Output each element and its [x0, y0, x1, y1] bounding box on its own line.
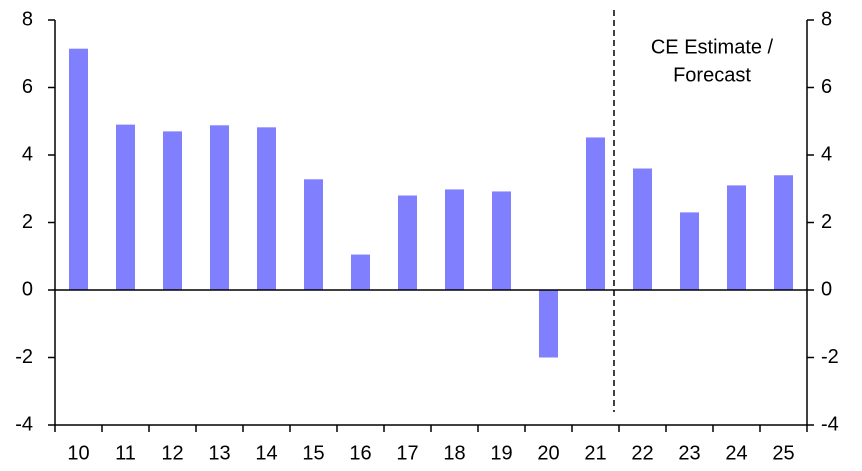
bar — [680, 212, 699, 290]
x-tick-label: 17 — [396, 442, 418, 464]
x-tick-label: 25 — [772, 442, 794, 464]
bar — [210, 125, 229, 290]
y-tick-label: -2 — [15, 346, 33, 368]
annotation: CE Estimate / — [651, 36, 774, 58]
y-tick-label: 6 — [22, 76, 33, 98]
bar — [492, 191, 511, 290]
bar — [586, 137, 605, 290]
x-tick-label: 23 — [678, 442, 700, 464]
bar — [304, 179, 323, 290]
x-tick-label: 13 — [208, 442, 230, 464]
bar — [774, 175, 793, 290]
y2-tick-label: 0 — [821, 278, 832, 300]
x-tick-label: 18 — [443, 442, 465, 464]
y2-tick-label: -2 — [821, 346, 839, 368]
bar — [351, 254, 370, 290]
y-tick-label: 0 — [22, 278, 33, 300]
bar — [398, 195, 417, 290]
bar — [163, 131, 182, 290]
y2-tick-label: 2 — [821, 211, 832, 233]
bar — [539, 290, 558, 358]
x-tick-label: 11 — [115, 442, 136, 464]
x-tick-label: 16 — [349, 442, 371, 464]
y-tick-label: 2 — [22, 211, 33, 233]
y2-tick-label: 8 — [821, 8, 832, 30]
bar — [727, 185, 746, 290]
x-tick-label: 22 — [631, 442, 653, 464]
x-tick-label: 15 — [302, 442, 324, 464]
x-tick-label: 12 — [161, 442, 183, 464]
annotation: Forecast — [673, 64, 751, 86]
x-tick-label: 20 — [537, 442, 559, 464]
y-tick-label: -4 — [15, 413, 33, 435]
x-tick-label: 14 — [255, 442, 277, 464]
bar — [633, 168, 652, 290]
y2-tick-label: 4 — [821, 143, 832, 165]
y-tick-label: 4 — [22, 143, 33, 165]
x-tick-label: 21 — [584, 442, 606, 464]
bar — [116, 124, 135, 290]
x-tick-label: 24 — [725, 442, 747, 464]
y-tick-label: 8 — [22, 8, 33, 30]
y2-tick-label: -4 — [821, 413, 839, 435]
bar — [445, 189, 464, 290]
y2-tick-label: 6 — [821, 76, 832, 98]
x-tick-label: 10 — [67, 442, 89, 464]
x-tick-label: 19 — [490, 442, 512, 464]
bar — [257, 127, 276, 290]
bar — [69, 48, 88, 290]
